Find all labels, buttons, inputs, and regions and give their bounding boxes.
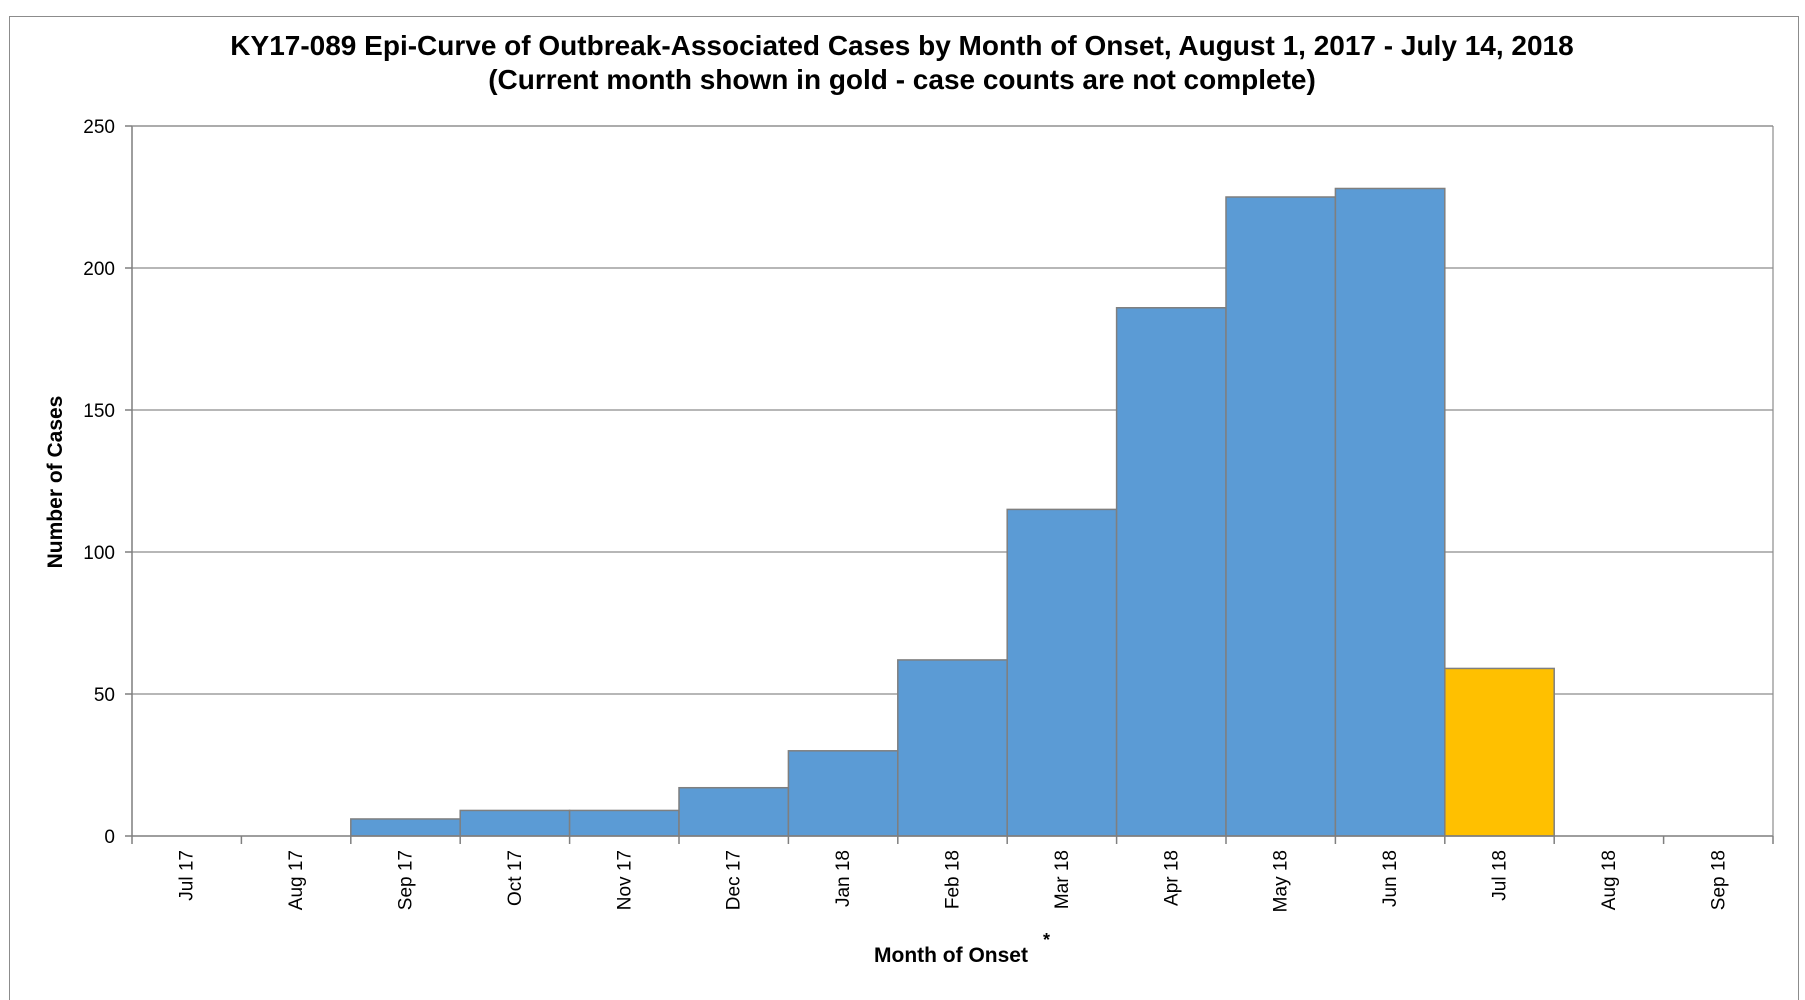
y-tick-labels: 0 50 100 150 200 250: [83, 117, 115, 848]
bars: [350, 187, 1555, 837]
x-tick-label: Feb 18: [943, 850, 964, 909]
bar-jan-18: [787, 750, 899, 837]
bar-apr-18: [1115, 307, 1227, 837]
x-tick-label: Mar 18: [1052, 850, 1073, 909]
y-tick-label: 50: [94, 685, 115, 706]
bar-oct-17: [459, 809, 571, 837]
gridlines: [132, 125, 1773, 695]
bar-nov-17: [568, 809, 680, 837]
y-tick-label: 0: [104, 827, 115, 848]
x-axis-title: Month of Onset: [874, 944, 1028, 967]
y-tick-label: 200: [83, 259, 115, 280]
x-tick-label: Jan 18: [833, 850, 854, 907]
axes: [125, 125, 1774, 844]
x-tick-label: May 18: [1271, 850, 1292, 912]
chart-subtitle: (Current month shown in gold - case coun…: [488, 64, 1316, 95]
x-tick-label: Dec 17: [724, 850, 745, 910]
chart-title: KY17-089 Epi-Curve of Outbreak-Associate…: [230, 30, 1573, 61]
y-axis-title: Number of Cases: [44, 396, 67, 569]
y-tick-label: 250: [83, 117, 115, 138]
x-tick-label: Oct 17: [505, 850, 526, 906]
bar-dec-17: [678, 786, 790, 837]
x-tick-label: Aug 17: [286, 850, 307, 910]
bar-jul-18: [1444, 667, 1555, 837]
x-tick-label: Aug 18: [1599, 850, 1620, 910]
bar-sep-17: [350, 818, 461, 837]
x-tick-label: Sep 18: [1708, 850, 1729, 910]
bar-mar-18: [1006, 508, 1118, 837]
bar-feb-18: [897, 659, 1008, 837]
x-tick-labels: Jul 17 Aug 17 Sep 17 Oct 17 Nov 17 Dec 17 Jan …: [177, 850, 1730, 912]
x-tick-label: Sep 17: [396, 850, 417, 910]
x-tick-label: Nov 17: [614, 850, 635, 910]
x-tick-label: Apr 18: [1161, 850, 1182, 906]
y-tick-label: 150: [83, 401, 115, 422]
x-tick-label: Jul 18: [1490, 850, 1511, 901]
x-tick-label: Jul 17: [177, 850, 198, 901]
bar-may-18: [1225, 196, 1337, 837]
y-tick-label: 100: [83, 543, 115, 564]
x-tick-label: Jun 18: [1380, 850, 1401, 907]
x-axis-title-marker: *: [1043, 930, 1050, 950]
bar-jun-18: [1334, 187, 1446, 837]
